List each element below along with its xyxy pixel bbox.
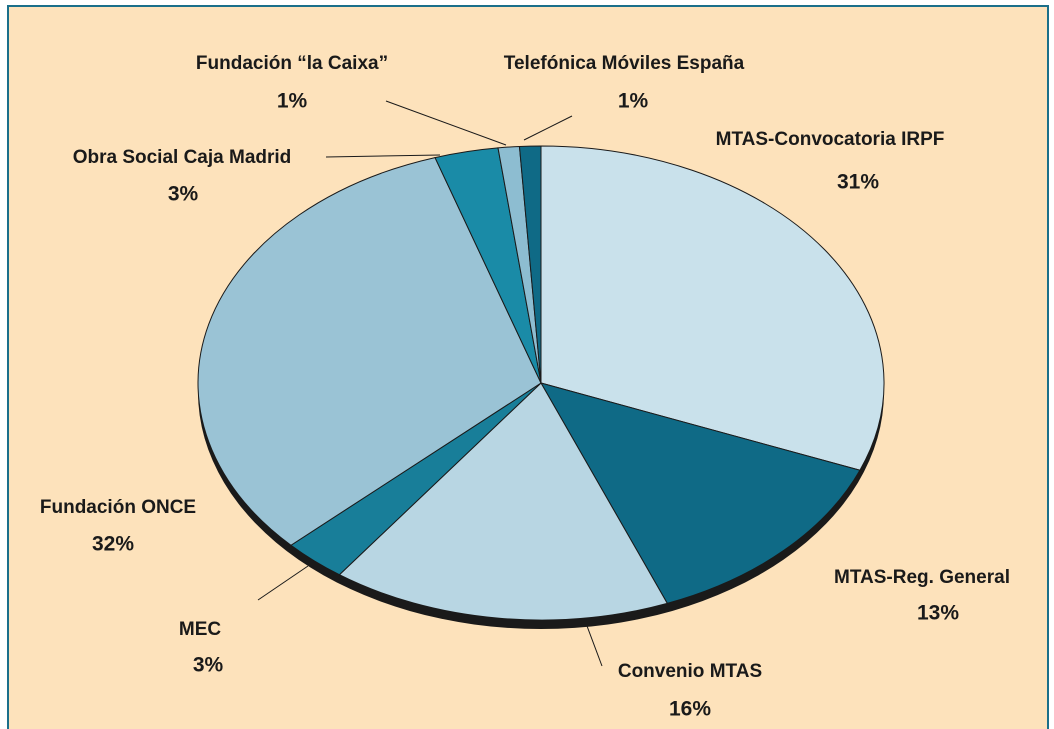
pie-slice [197, 157, 542, 546]
pie [197, 145, 885, 621]
slice-value-label: 16% [669, 698, 711, 721]
slice-label: Telefónica Móviles España [504, 53, 745, 74]
slice-value-label: 1% [277, 90, 308, 113]
slice-value-label: 32% [92, 533, 134, 556]
slice-value-label: 3% [193, 654, 224, 677]
pie-slice [338, 382, 669, 621]
slice-value-label: 1% [618, 90, 649, 113]
slice-value-label: 13% [917, 602, 959, 625]
slice-label: Fundación “la Caixa” [196, 53, 388, 74]
leader-line [257, 565, 309, 601]
pie-slice [539, 382, 861, 604]
leader-line [583, 617, 603, 667]
leader-line [325, 154, 441, 158]
leader-line [385, 100, 507, 146]
slice-value-label: 3% [168, 183, 199, 206]
slice-label: Obra Social Caja Madrid [73, 147, 292, 168]
slice-value-label: 31% [837, 171, 879, 194]
pie-slice [540, 145, 885, 471]
pie-slice [518, 145, 542, 384]
slice-label: Convenio MTAS [618, 661, 762, 682]
slice-label: MTAS-Convocatoria IRPF [716, 129, 945, 150]
leader-line [523, 115, 573, 141]
slice-label: Fundación ONCE [40, 497, 196, 518]
slice-label: MEC [179, 619, 222, 640]
leader-lines [257, 100, 603, 667]
slice-label: MTAS-Reg. General [834, 567, 1010, 588]
